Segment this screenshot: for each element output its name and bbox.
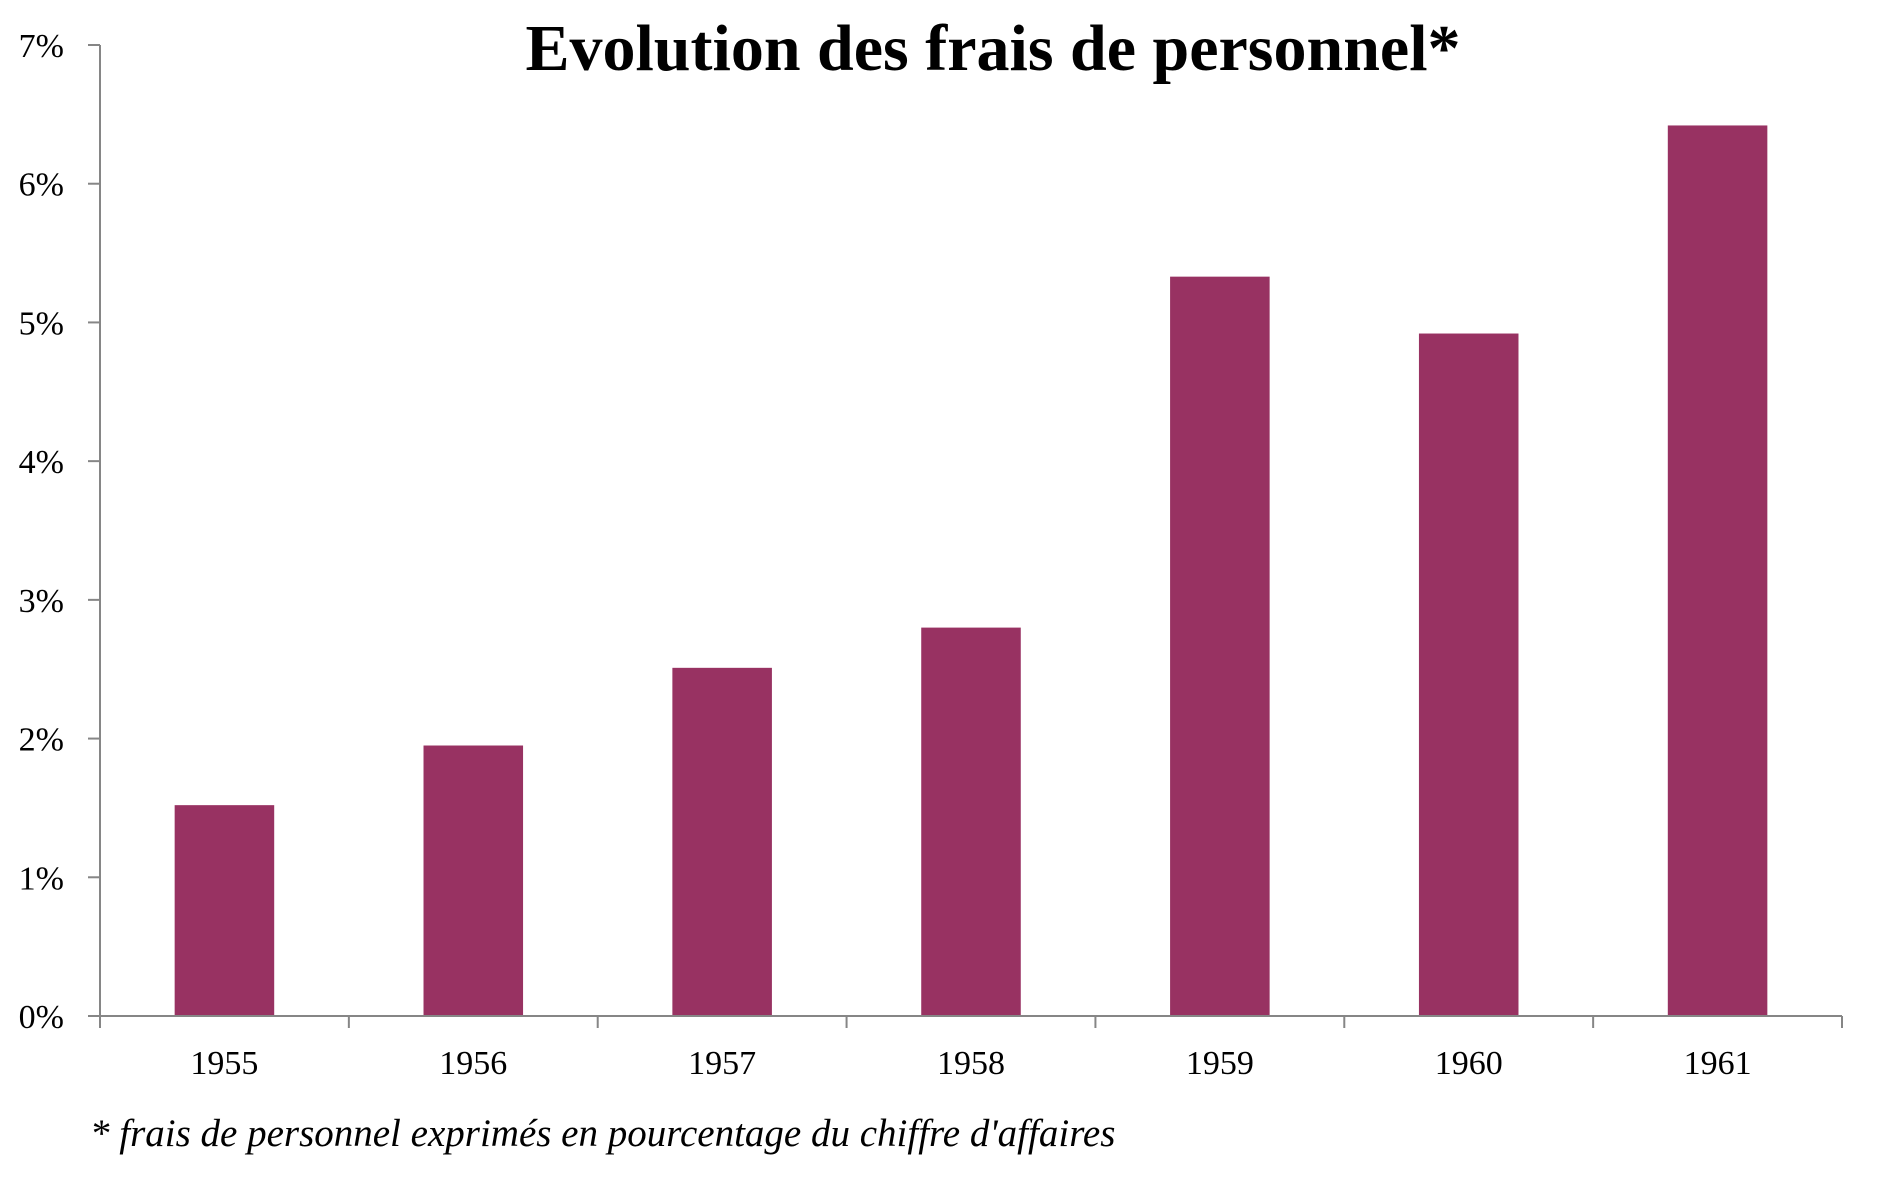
x-tick-label: 1958 bbox=[937, 1045, 1005, 1082]
bar-1959 bbox=[1170, 276, 1270, 1017]
x-tick-label: 1959 bbox=[1186, 1045, 1254, 1082]
y-tick-label: 0% bbox=[19, 999, 64, 1036]
x-tick-label: 1957 bbox=[688, 1045, 756, 1082]
chart-title: Evolution des frais de personnel* bbox=[525, 12, 1460, 85]
bar-1955 bbox=[174, 805, 275, 1016]
y-axis: 0% 1% 2% 3% 4% 5% 6% 7% bbox=[19, 28, 101, 1036]
y-tick-label: 2% bbox=[19, 722, 64, 759]
bar-1957 bbox=[672, 667, 772, 1016]
y-tick-label: 6% bbox=[19, 167, 64, 204]
y-tick-label: 7% bbox=[19, 28, 64, 65]
bars-layer bbox=[174, 125, 1768, 1017]
x-tick-label: 1960 bbox=[1435, 1045, 1503, 1082]
x-tick-label: 1956 bbox=[439, 1045, 507, 1082]
x-tick-label: 1961 bbox=[1684, 1045, 1752, 1082]
x-axis: 1955 1956 1957 1958 1959 1960 1961 bbox=[99, 1015, 1843, 1082]
y-tick-label: 4% bbox=[19, 444, 64, 481]
y-tick-label: 3% bbox=[19, 583, 64, 620]
y-tick-label: 5% bbox=[19, 305, 64, 342]
x-tick-label: 1955 bbox=[190, 1045, 258, 1082]
y-tick-label: 1% bbox=[19, 860, 64, 897]
bar-1958 bbox=[921, 627, 1021, 1016]
chart-footnote: * frais de personnel exprimés en pourcen… bbox=[90, 1112, 1115, 1155]
bar-1961 bbox=[1667, 125, 1768, 1016]
bar-1956 bbox=[423, 745, 524, 1016]
bar-1960 bbox=[1418, 333, 1519, 1016]
